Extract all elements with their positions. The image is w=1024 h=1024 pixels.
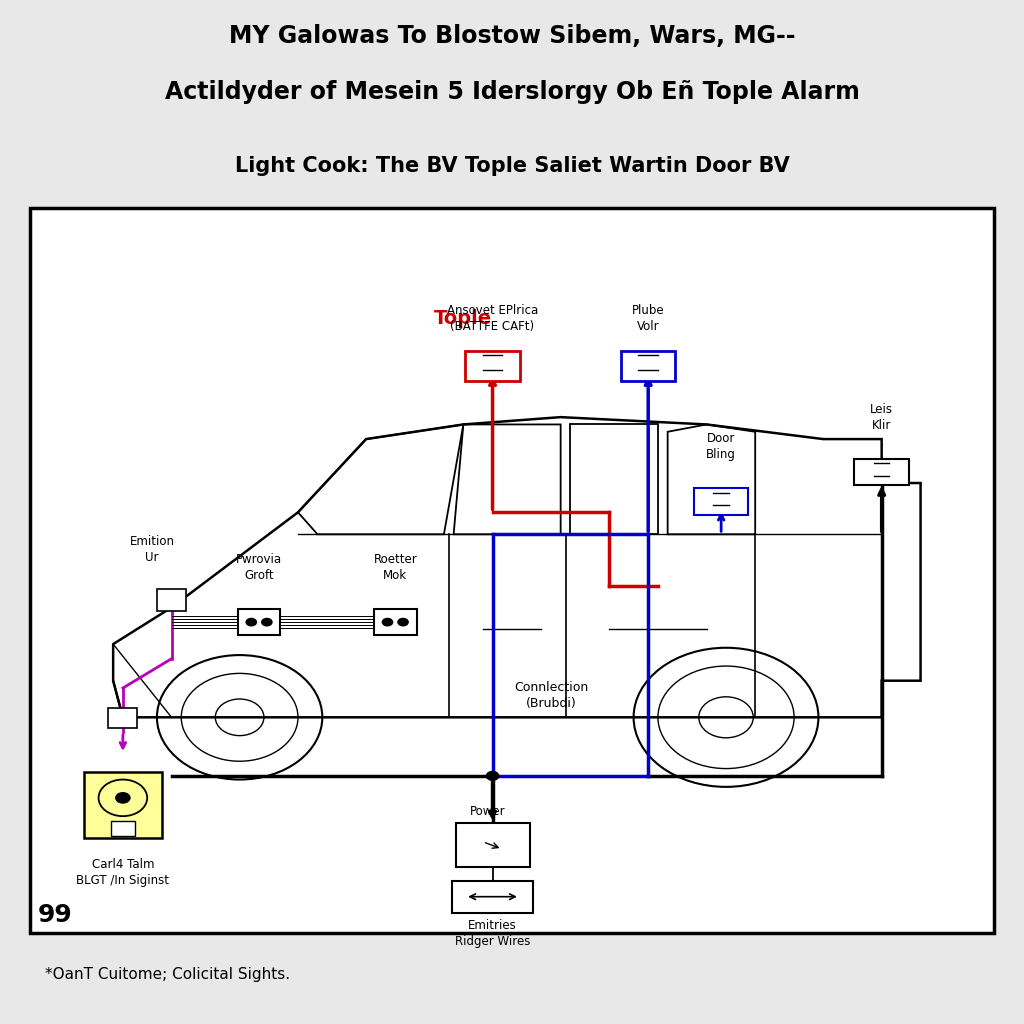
Text: Emition
Ur: Emition Ur	[130, 535, 174, 563]
Text: Plube
Volr: Plube Volr	[632, 304, 665, 333]
Text: MY Galowas To Blostow Sibem, Wars, MG--: MY Galowas To Blostow Sibem, Wars, MG--	[228, 24, 796, 48]
Circle shape	[382, 617, 393, 627]
Circle shape	[261, 617, 272, 627]
Circle shape	[397, 617, 409, 627]
Text: Power: Power	[470, 805, 506, 817]
Text: Connlection
(Brubdi): Connlection (Brubdi)	[514, 681, 588, 710]
Text: *OanT Cuitome; Colicital Sights.: *OanT Cuitome; Colicital Sights.	[45, 967, 290, 982]
Bar	[456, 823, 529, 867]
Circle shape	[115, 792, 131, 804]
Bar	[694, 488, 749, 514]
Bar	[465, 351, 520, 381]
Text: Carl4 Talm
BLGT /In Siginst: Carl4 Talm BLGT /In Siginst	[77, 858, 169, 887]
Text: Emitries
Ridger Wires: Emitries Ridger Wires	[455, 919, 530, 947]
Text: Pwrovia
Groft: Pwrovia Groft	[236, 553, 283, 582]
Text: 99: 99	[38, 903, 72, 927]
Bar	[84, 772, 162, 838]
Text: Light Cook: The BV Tople Saliet Wartin Door BV: Light Cook: The BV Tople Saliet Wartin D…	[234, 157, 790, 176]
Circle shape	[246, 617, 257, 627]
Bar	[374, 609, 417, 635]
Bar	[238, 609, 281, 635]
Text: Ansovet EPlrica
(BATTFE CAFt): Ansovet EPlrica (BATTFE CAFt)	[446, 304, 539, 333]
Text: Roetter
Mok: Roetter Mok	[374, 553, 417, 582]
Text: Door
Bling: Door Bling	[707, 432, 736, 461]
Bar	[452, 881, 534, 912]
Text: Tople: Tople	[434, 309, 493, 328]
Bar	[621, 351, 676, 381]
Text: Leis
Klir: Leis Klir	[870, 402, 893, 432]
Text: Actildyder of Mesein 5 Iderslorgy Ob Eñ Tople Alarm: Actildyder of Mesein 5 Iderslorgy Ob Eñ …	[165, 80, 859, 104]
Circle shape	[485, 771, 500, 781]
Bar	[157, 589, 186, 611]
Bar	[112, 821, 134, 836]
Bar	[109, 708, 137, 728]
Bar	[854, 459, 909, 485]
